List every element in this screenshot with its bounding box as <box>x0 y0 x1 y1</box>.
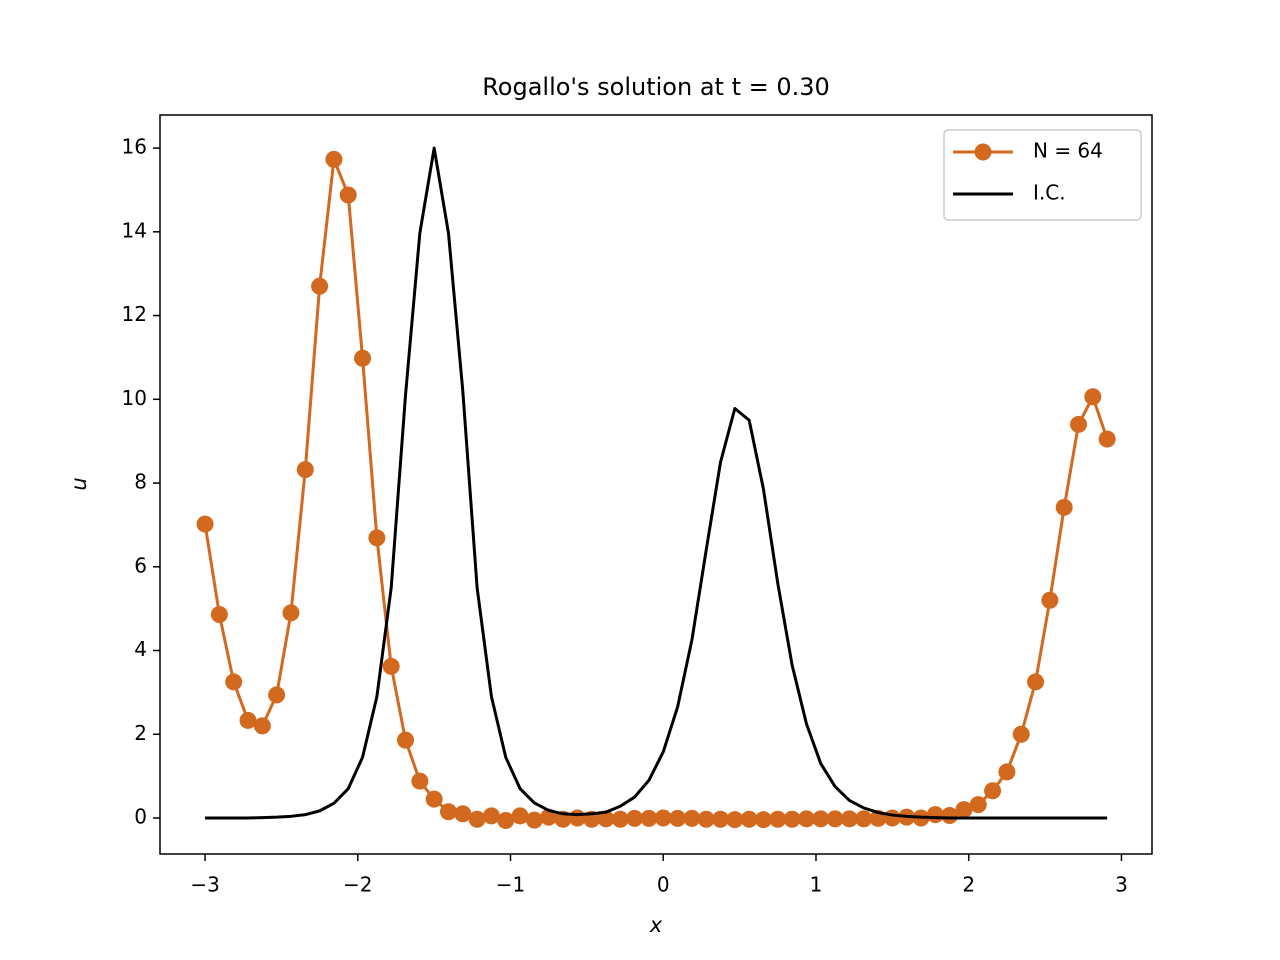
data-point <box>525 811 543 829</box>
data-point <box>339 186 357 204</box>
series-line <box>205 146 1108 820</box>
plot-frame <box>159 114 1153 855</box>
y-tick-label: 2 <box>134 721 147 745</box>
series-line <box>203 157 1109 823</box>
data-point <box>1084 388 1102 406</box>
data-point <box>855 810 873 828</box>
data-point <box>797 810 815 828</box>
data-point <box>239 711 257 729</box>
data-point <box>439 803 457 821</box>
data-point <box>1041 591 1059 609</box>
data-point <box>826 810 844 828</box>
data-point <box>482 807 500 825</box>
data-point <box>726 811 744 829</box>
data-point <box>626 809 644 827</box>
x-tick-label: 1 <box>810 873 823 897</box>
y-tick-label: 0 <box>134 804 147 828</box>
data-point <box>497 812 515 830</box>
data-point <box>1012 725 1030 743</box>
x-axis-label: x <box>649 913 663 937</box>
data-point <box>397 731 415 749</box>
legend-label: I.C. <box>1033 181 1066 205</box>
data-point <box>654 809 672 827</box>
data-point <box>1098 430 1116 448</box>
data-point <box>611 810 629 828</box>
data-point <box>210 606 228 624</box>
y-tick-label: 4 <box>134 637 147 661</box>
x-tick-label: 0 <box>657 873 670 897</box>
data-point <box>411 772 429 790</box>
data-point <box>683 809 701 827</box>
data-point <box>354 349 372 367</box>
data-point <box>511 807 529 825</box>
data-point <box>1069 415 1087 433</box>
data-point <box>984 782 1002 800</box>
x-tick-label: 3 <box>1115 873 1128 897</box>
data-point <box>268 686 286 704</box>
data-point <box>1055 498 1073 516</box>
data-point <box>225 673 243 691</box>
data-point <box>311 277 329 295</box>
data-point <box>253 717 271 735</box>
data-point <box>941 806 959 824</box>
x-tick-label: −3 <box>190 873 219 897</box>
y-tick-label: 14 <box>122 218 147 242</box>
data-point <box>454 805 472 823</box>
y-tick-label: 12 <box>122 302 147 326</box>
y-tick-label: 10 <box>122 386 147 410</box>
data-point <box>697 810 715 828</box>
y-tick-label: 6 <box>134 553 147 577</box>
data-point <box>712 810 730 828</box>
data-point <box>296 461 314 479</box>
data-point <box>597 810 615 828</box>
data-point <box>382 657 400 675</box>
data-point <box>669 809 687 827</box>
data-point <box>812 810 830 828</box>
data-point <box>1027 673 1045 691</box>
y-tick-label: 16 <box>122 135 147 159</box>
data-point <box>282 604 300 622</box>
data-point <box>840 810 858 828</box>
y-axis-label: u <box>67 477 91 490</box>
chart-title: Rogallo's solution at t = 0.30 <box>482 73 830 101</box>
data-point <box>740 810 758 828</box>
data-point <box>640 809 658 827</box>
legend-marker <box>974 143 992 161</box>
data-point <box>783 810 801 828</box>
data-point <box>998 763 1016 781</box>
data-point <box>425 790 443 808</box>
data-point <box>769 810 787 828</box>
y-tick-label: 8 <box>134 470 147 494</box>
data-point <box>754 811 772 829</box>
x-tick-label: −1 <box>496 873 525 897</box>
data-point <box>325 150 343 168</box>
x-tick-label: 2 <box>962 873 975 897</box>
data-point <box>368 529 386 547</box>
legend-label: N = 64 <box>1033 139 1103 163</box>
data-point <box>196 515 214 533</box>
data-point <box>955 801 973 819</box>
data-point <box>468 810 486 828</box>
data-point <box>969 796 987 814</box>
x-tick-label: −2 <box>343 873 372 897</box>
